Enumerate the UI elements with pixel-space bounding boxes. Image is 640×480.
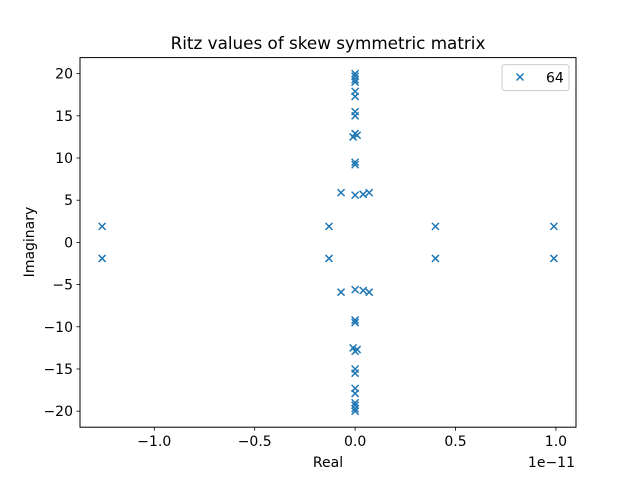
data-point: [337, 288, 346, 297]
data-point: [549, 222, 558, 231]
x-axis-offset-label: 1e−11: [528, 455, 575, 471]
data-point: [351, 318, 360, 327]
data-point: [351, 160, 360, 169]
data-point: [351, 87, 360, 96]
data-point: [351, 398, 360, 407]
x-tick-label: 0.0: [344, 434, 366, 450]
data-point: [351, 69, 360, 78]
legend-label: 64: [546, 70, 564, 86]
data-point: [337, 188, 346, 197]
data-point: [351, 316, 360, 325]
data-points: [98, 69, 558, 416]
x-axis-ticks: −1.0 −0.5 0.0 0.5 1.0: [137, 427, 567, 450]
data-point: [351, 285, 360, 294]
data-point: [359, 190, 368, 199]
y-tick-label: −10: [43, 320, 73, 336]
y-tick-label: −20: [43, 404, 73, 420]
data-point: [351, 347, 360, 356]
data-point: [365, 288, 374, 297]
data-point: [351, 158, 360, 167]
chart-title: Ritz values of skew symmetric matrix: [171, 33, 486, 53]
data-point: [351, 78, 360, 87]
data-point: [351, 407, 360, 416]
data-point: [98, 254, 107, 263]
data-point: [351, 107, 360, 116]
data-point: [324, 254, 334, 263]
data-point: [549, 254, 558, 263]
data-point: [351, 72, 360, 81]
legend-box: [501, 64, 570, 92]
y-tick-label: 10: [55, 151, 73, 167]
data-point: [351, 404, 360, 413]
legend: 64: [501, 64, 570, 92]
y-tick-label: −5: [52, 278, 73, 294]
y-tick-label: 20: [55, 67, 73, 83]
data-point: [359, 286, 368, 295]
data-point: [324, 222, 334, 231]
x-axis-label: Real: [313, 455, 343, 471]
data-point: [431, 254, 440, 263]
y-tick-label: 5: [64, 193, 73, 209]
data-point: [351, 401, 360, 410]
y-tick-label: −15: [43, 362, 73, 378]
y-axis-label: Imaginary: [22, 207, 38, 278]
y-tick-label: 15: [55, 109, 73, 125]
data-point: [351, 75, 360, 84]
data-point: [365, 188, 374, 197]
x-tick-label: −0.5: [238, 434, 272, 450]
x-tick-label: 1.0: [545, 434, 567, 450]
data-point: [431, 222, 440, 231]
data-point: [98, 222, 107, 231]
x-tick-label: 0.5: [444, 434, 466, 450]
data-point: [351, 389, 360, 398]
x-tick-label: −1.0: [137, 434, 171, 450]
data-point: [351, 191, 360, 200]
data-point: [351, 129, 360, 138]
data-point: [351, 369, 360, 378]
legend-marker-x: [515, 72, 525, 82]
legend-marker: [515, 72, 525, 82]
y-tick-label: 0: [64, 235, 73, 251]
axes-frame: [79, 57, 577, 428]
y-axis-ticks: −20 −15 −10 −5 0 5 10 15 20: [43, 67, 80, 420]
